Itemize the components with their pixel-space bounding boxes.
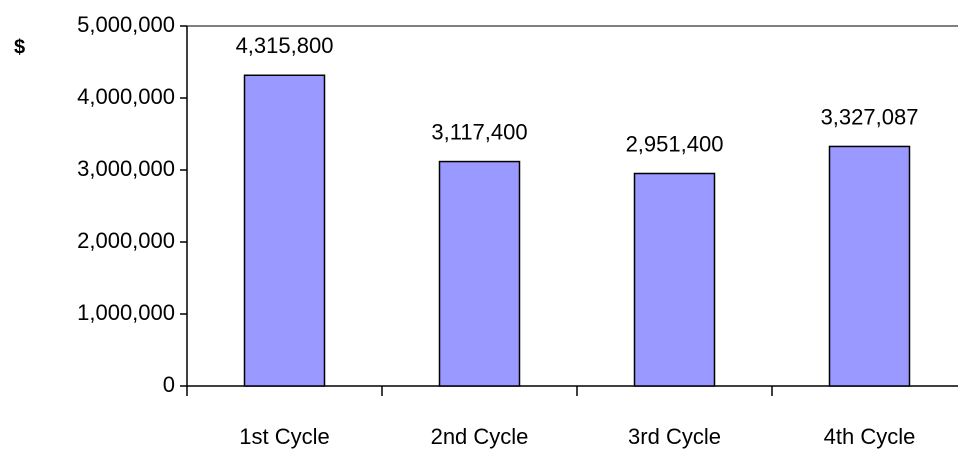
data-label: 2,951,400 <box>626 131 724 156</box>
x-tick-label: 3rd Cycle <box>628 424 721 449</box>
x-tick-label: 4th Cycle <box>824 424 916 449</box>
y-axis-label: $ <box>14 36 25 58</box>
data-label: 3,327,087 <box>821 104 919 129</box>
y-tick-label: 2,000,000 <box>77 228 175 253</box>
y-tick-label: 5,000,000 <box>77 12 175 37</box>
y-tick-label: 4,000,000 <box>77 84 175 109</box>
bar <box>828 145 911 387</box>
bar <box>243 74 326 387</box>
bar <box>633 172 716 387</box>
x-tick-label: 2nd Cycle <box>431 424 529 449</box>
data-label: 3,117,400 <box>431 119 527 144</box>
y-tick-label: 3,000,000 <box>77 156 175 181</box>
data-label: 4,315,800 <box>236 33 334 58</box>
y-tick-label: 0 <box>163 372 175 397</box>
x-tick-label: 1st Cycle <box>239 424 329 449</box>
bar <box>438 160 521 387</box>
y-tick-label: 1,000,000 <box>77 300 175 325</box>
